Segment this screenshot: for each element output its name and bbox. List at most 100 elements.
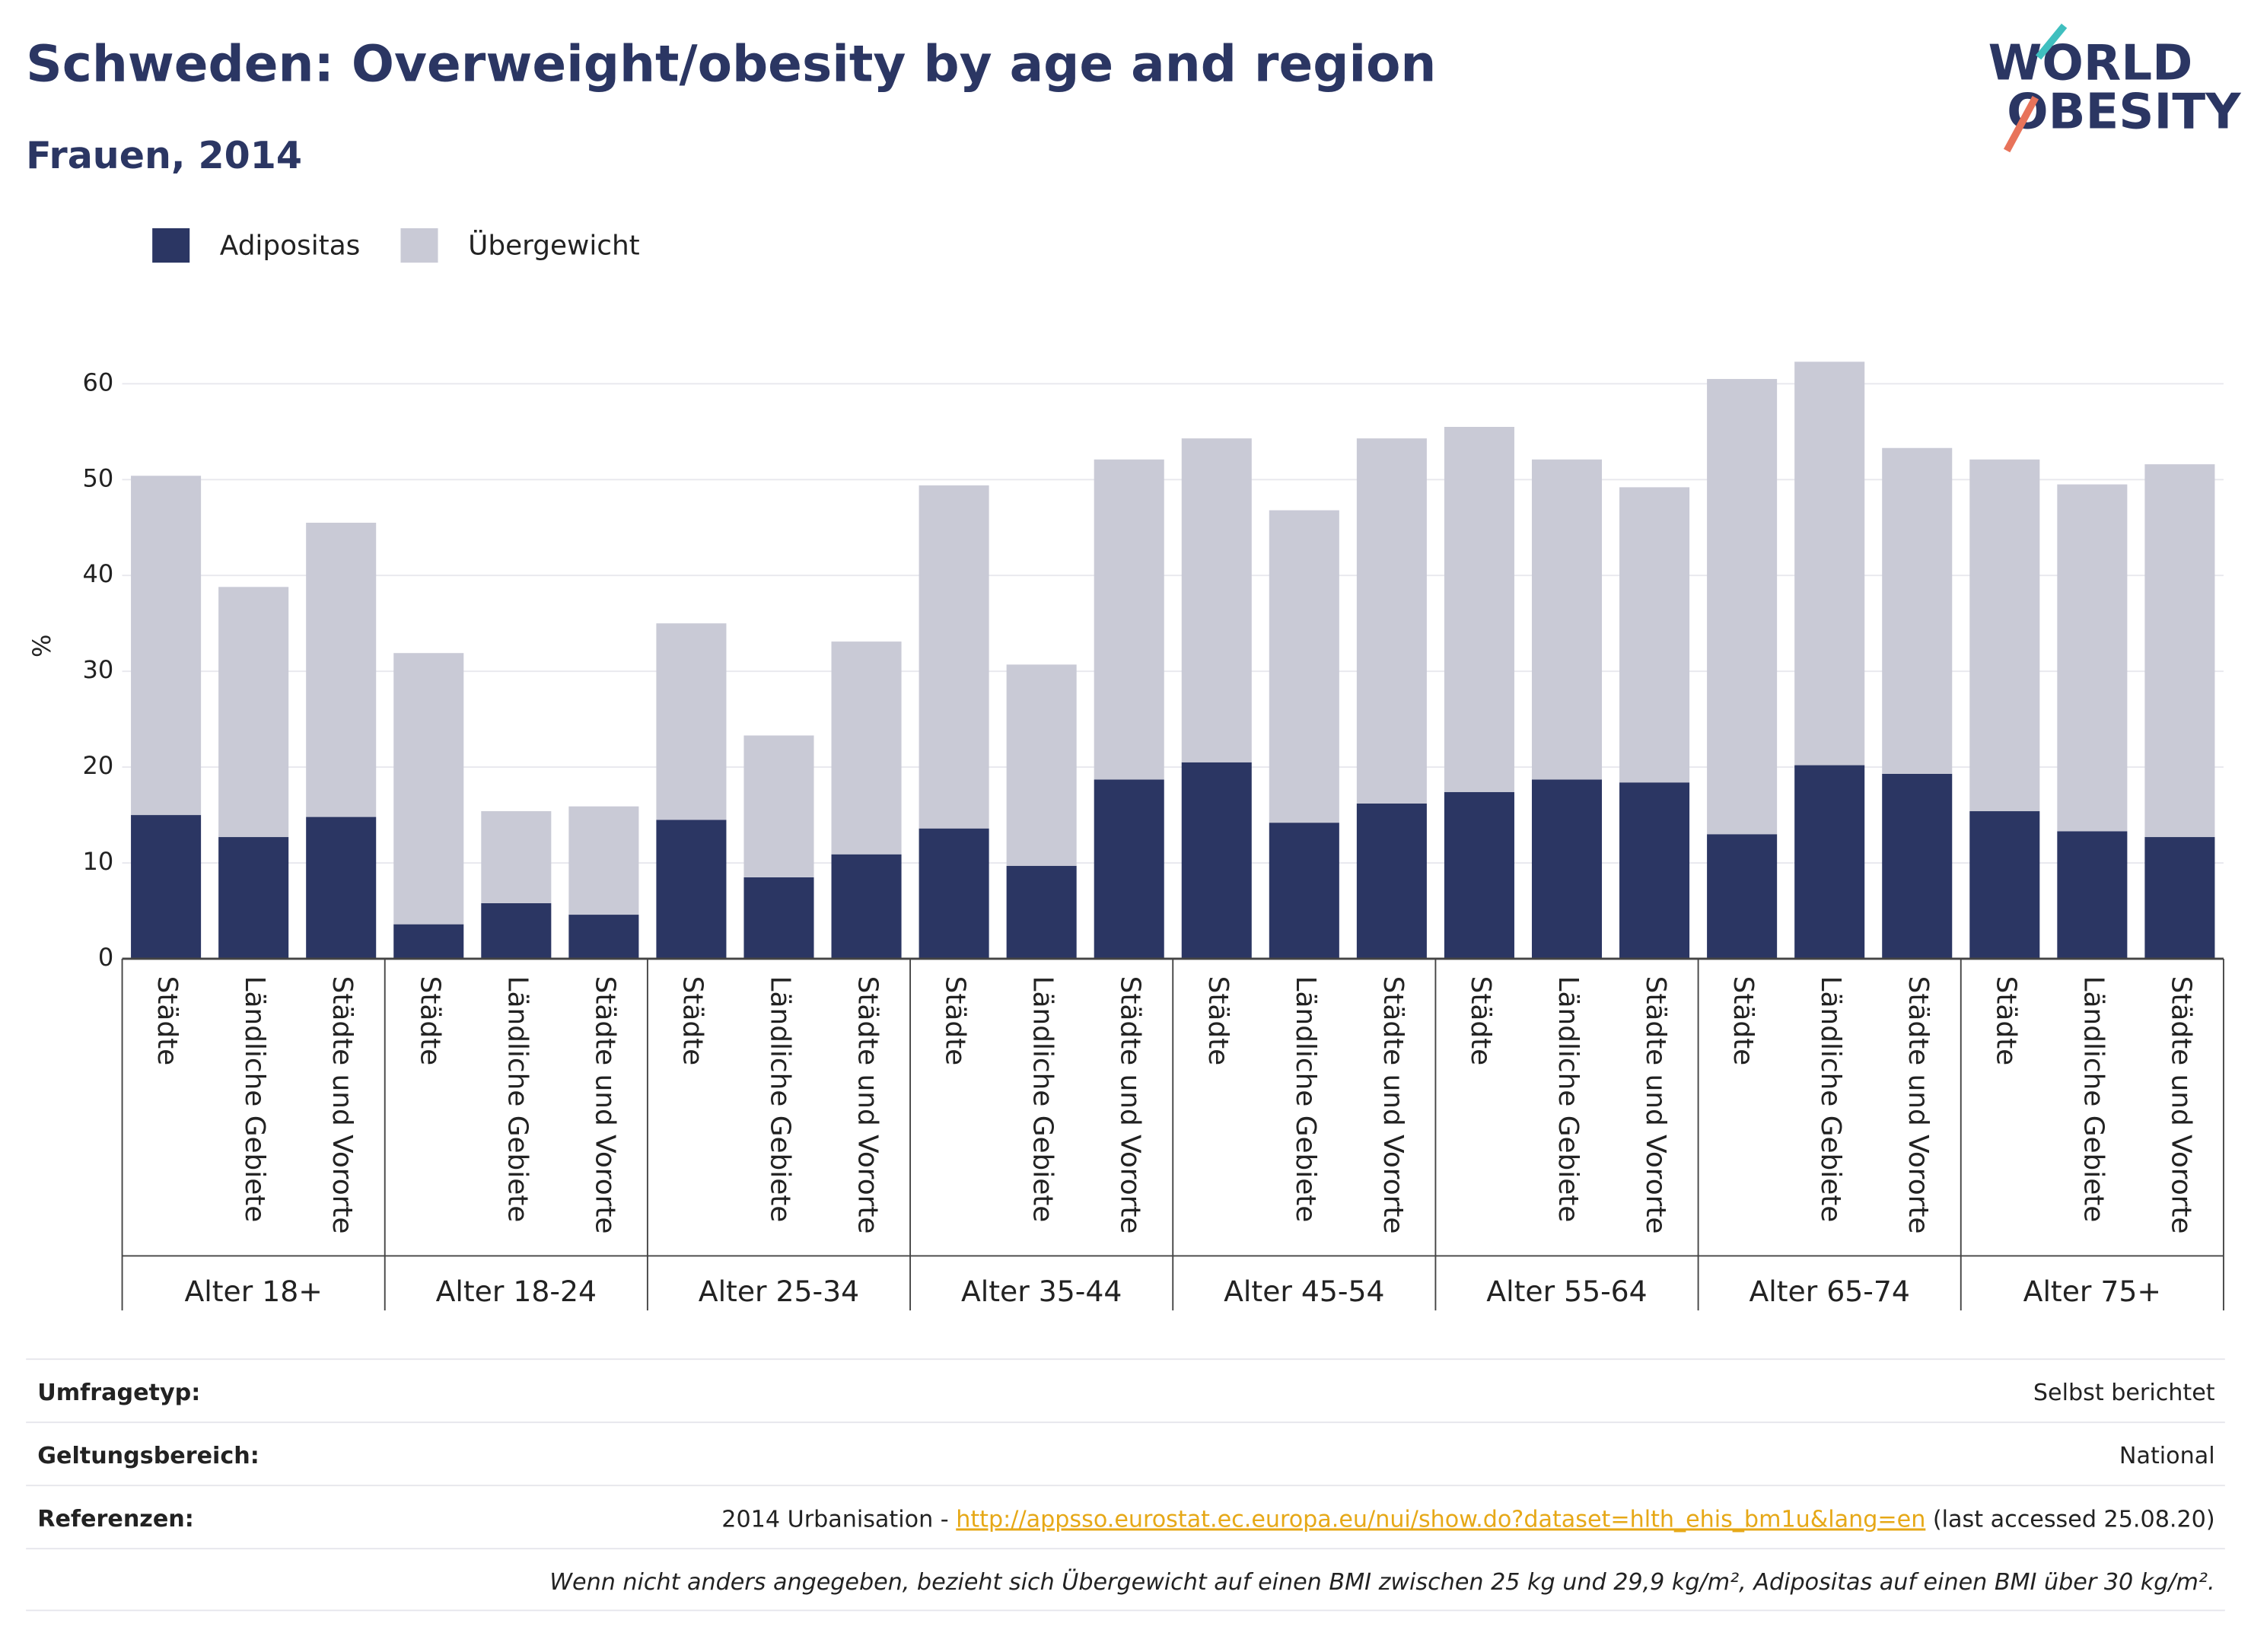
- y-tick-label: 20: [82, 751, 113, 780]
- legend-swatch: [400, 228, 438, 263]
- bar-segment: [1969, 459, 2040, 812]
- bar-segment: [656, 623, 727, 820]
- footer-label: Geltungsbereich:: [37, 1443, 259, 1469]
- bar-segment: [1619, 782, 1690, 959]
- bar-segment: [1707, 834, 1778, 959]
- bar-segment: [743, 735, 814, 877]
- bar-segment: [481, 902, 552, 959]
- y-tick-label: 50: [82, 463, 113, 492]
- group-label: Alter 75+: [2023, 1275, 2161, 1308]
- x-tick-label: Ländliche Gebiete: [1027, 976, 1059, 1223]
- footer-references: 2014 Urbanisation - http://appsso.eurost…: [721, 1506, 2214, 1533]
- bar-segment: [1006, 865, 1077, 959]
- legend-swatch: [152, 228, 190, 263]
- bar-segment: [393, 924, 464, 959]
- bar-segment: [1181, 438, 1252, 762]
- footer-note: Wenn nicht anders angegeben, bezieht sic…: [549, 1568, 2214, 1596]
- bar-segment: [1531, 459, 1603, 780]
- bar-segment: [1531, 779, 1603, 959]
- footer-label: Umfragetyp:: [37, 1380, 200, 1406]
- x-tick-label: Städte und Vororte: [326, 976, 358, 1234]
- bar-segment: [1181, 762, 1252, 959]
- logo-stripe: [2003, 96, 2039, 153]
- logo-line2: OBESITY: [2007, 83, 2242, 140]
- bar-segment: [743, 877, 814, 959]
- logo-stripe: [2035, 23, 2068, 60]
- group-label: Alter 65-74: [1749, 1275, 1909, 1308]
- x-tick-label: Ländliche Gebiete: [2077, 976, 2109, 1223]
- bar-segment: [919, 828, 989, 959]
- chart-subtitle: Frauen, 2014: [26, 133, 302, 177]
- bar-segment: [218, 587, 289, 838]
- bar-segment: [1794, 765, 1865, 959]
- bar-segment: [306, 522, 377, 817]
- bar-segment: [1444, 791, 1514, 959]
- x-tick-label: Ländliche Gebiete: [1552, 976, 1584, 1223]
- bar-segment: [2144, 464, 2215, 838]
- bar-segment: [1269, 510, 1339, 823]
- bar-segment: [1006, 664, 1077, 866]
- group-label: Alter 35-44: [961, 1275, 1122, 1308]
- logo: WORLD OBESITY: [1988, 23, 2242, 153]
- bar-segment: [2057, 831, 2128, 959]
- logo-line1: WORLD: [1988, 34, 2193, 91]
- bar-segment: [656, 820, 727, 959]
- footer-value: National: [2119, 1443, 2215, 1469]
- y-axis-title: %: [27, 635, 56, 657]
- y-tick-label: 60: [82, 368, 113, 396]
- x-tick-label: Städte und Vororte: [1115, 976, 1146, 1234]
- footer: Referenzen: 2014 Urbanisation - http://a…: [37, 1506, 2214, 1596]
- bar-segment: [1882, 447, 1953, 774]
- y-tick-label: 30: [82, 655, 113, 684]
- x-tick-label: Städte und Vororte: [1902, 976, 1934, 1234]
- x-tick-label: Städte: [151, 976, 183, 1066]
- x-tick-label: Ländliche Gebiete: [1815, 976, 1846, 1223]
- bar-segment: [1707, 379, 1778, 835]
- x-tick-label: Ländliche Gebiete: [764, 976, 795, 1223]
- y-tick-label: 40: [82, 559, 113, 588]
- bar-segment: [1094, 459, 1164, 780]
- x-tick-label: Städte: [1990, 976, 2021, 1066]
- y-tick-label: 0: [98, 943, 113, 972]
- group-label: Alter 55-64: [1486, 1275, 1647, 1308]
- x-tick-label: Städte: [1202, 976, 1234, 1066]
- y-tick-label: 10: [82, 847, 113, 876]
- bar-segment: [1269, 823, 1339, 959]
- bar-segment: [831, 641, 902, 855]
- bar-segment: [1094, 779, 1164, 959]
- bar-segment: [1356, 438, 1427, 804]
- x-tick-label: Städte: [940, 976, 971, 1066]
- bar-segment: [306, 816, 377, 959]
- legend-label: Übergewicht: [468, 229, 640, 261]
- group-label: Alter 18-24: [436, 1275, 597, 1308]
- group-label: Alter 45-54: [1224, 1275, 1384, 1308]
- bar-segment: [2144, 837, 2215, 959]
- x-tick-label: Städte: [677, 976, 708, 1066]
- x-tick-label: Städte und Vororte: [852, 976, 884, 1234]
- reference-suffix: (last accessed 25.08.20): [1925, 1506, 2214, 1533]
- bar-segment: [1969, 811, 2040, 959]
- x-tick-label: Städte: [414, 976, 445, 1066]
- footer-label: Referenzen:: [37, 1506, 194, 1533]
- bar-segment: [393, 653, 464, 925]
- footer-value: Selbst berichtet: [2033, 1380, 2215, 1406]
- reference-prefix: 2014 Urbanisation -: [721, 1506, 956, 1533]
- bar-segment: [131, 476, 202, 816]
- x-tick-label: Städte: [1465, 976, 1496, 1066]
- bar-segment: [568, 806, 639, 915]
- legend-label: Adipositas: [220, 230, 361, 261]
- x-tick-label: Städte und Vororte: [1377, 976, 1409, 1234]
- x-tick-label: Ländliche Gebiete: [501, 976, 533, 1223]
- reference-link[interactable]: http://appsso.eurostat.ec.europa.eu/nui/…: [956, 1506, 1925, 1533]
- group-label: Alter 25-34: [699, 1275, 859, 1308]
- x-tick-label: Ländliche Gebiete: [1290, 976, 1321, 1223]
- bar-segment: [131, 815, 202, 959]
- bar-segment: [919, 485, 989, 829]
- x-tick-label: Ländliche Gebiete: [239, 976, 270, 1223]
- x-tick-label: Städte und Vororte: [2165, 976, 2196, 1234]
- chart-title: Schweden: Overweight/obesity by age and …: [26, 35, 1436, 94]
- bar-segment: [568, 915, 639, 959]
- x-tick-label: Städte: [1727, 976, 1759, 1066]
- x-tick-label: Städte und Vororte: [1640, 976, 1671, 1234]
